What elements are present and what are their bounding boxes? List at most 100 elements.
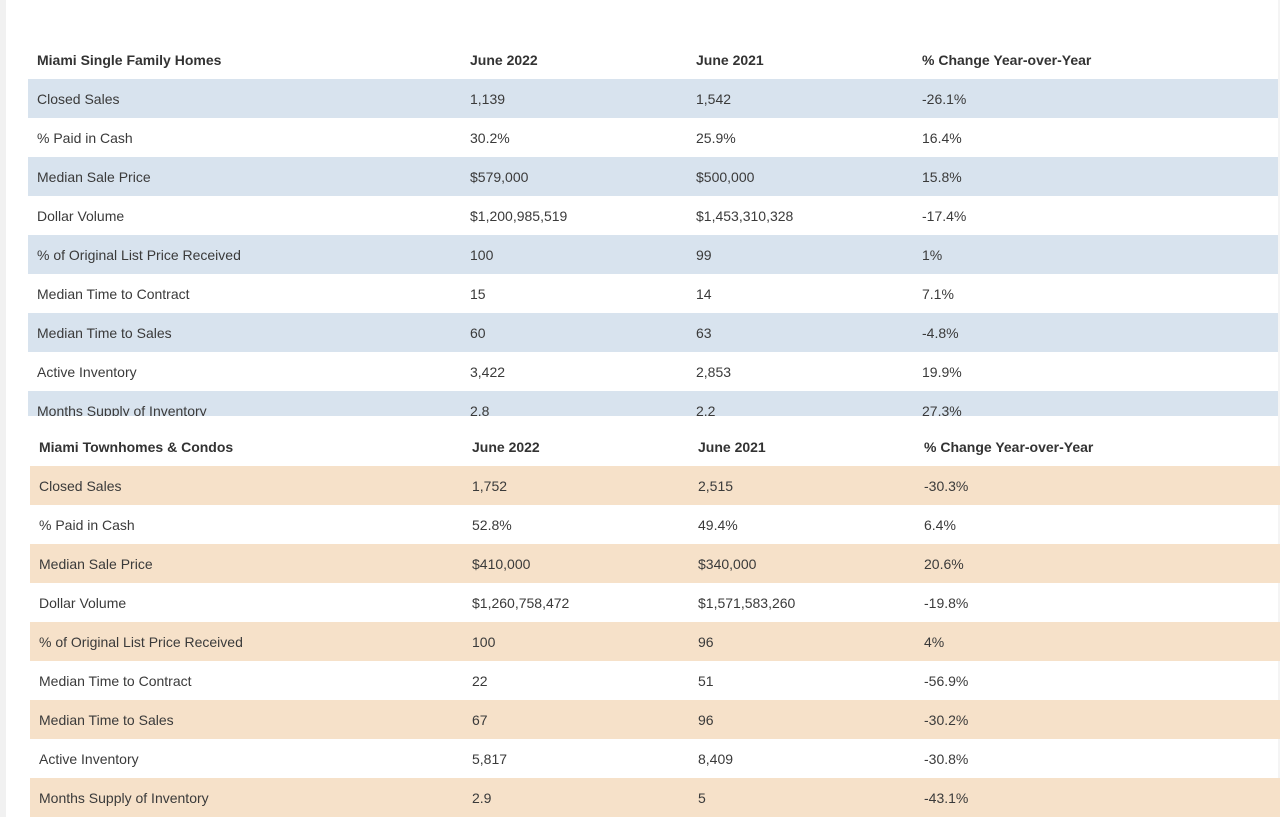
value-june-2021: 25.9% <box>696 129 736 146</box>
table-row: % of Original List Price Received 100 99 1% <box>28 235 1278 274</box>
value-change: 19.9% <box>922 363 962 380</box>
value-june-2022: 60 <box>470 324 486 341</box>
row-label: Months Supply of Inventory <box>37 402 207 417</box>
value-change: -26.1% <box>922 90 967 107</box>
table-row: Months Supply of Inventory 2.8 2.2 27.3% <box>28 391 1278 416</box>
table-row: % of Original List Price Received 100 96 4% <box>30 622 1280 661</box>
row-label: Dollar Volume <box>37 207 125 224</box>
value-june-2021: $340,000 <box>698 555 757 572</box>
table-row: Closed Sales 1,139 1,542 -26.1% <box>28 79 1278 118</box>
value-change: -17.4% <box>922 207 967 224</box>
value-june-2021: 96 <box>698 633 714 650</box>
value-june-2021: $500,000 <box>696 168 755 185</box>
table-row: Dollar Volume $1,260,758,472 $1,571,583,26… <box>30 583 1280 622</box>
row-label: Closed Sales <box>39 477 122 494</box>
value-june-2021: $1,453,310,328 <box>696 207 794 224</box>
value-june-2022: $410,000 <box>472 555 531 572</box>
value-june-2022: 5,817 <box>472 750 508 767</box>
value-change: 15.8% <box>922 168 962 185</box>
row-label: % Paid in Cash <box>39 516 135 533</box>
row-label: Dollar Volume <box>39 594 127 611</box>
value-change: 20.6% <box>924 555 964 572</box>
left-edge-strip <box>0 0 6 817</box>
value-june-2022: 2.9 <box>472 789 492 806</box>
row-label: Median Time to Contract <box>37 285 190 302</box>
value-june-2021: $1,571,583,260 <box>698 594 796 611</box>
column-header-change: % Change Year-over-Year <box>924 438 1094 455</box>
value-june-2022: 100 <box>470 246 494 263</box>
right-edge-strip <box>1278 0 1280 817</box>
row-label: Median Time to Contract <box>39 672 192 689</box>
row-label: % Paid in Cash <box>37 129 133 146</box>
value-june-2022: $1,200,985,519 <box>470 207 568 224</box>
value-change: -30.3% <box>924 477 969 494</box>
column-header-change: % Change Year-over-Year <box>922 51 1092 68</box>
table-header-row: Miami Townhomes & Condos June 2022 June 20… <box>30 427 1280 466</box>
value-june-2021: 5 <box>698 789 706 806</box>
table-row: Median Time to Contract 15 14 7.1% <box>28 274 1278 313</box>
column-header-june-2022: June 2022 <box>470 51 538 68</box>
row-label: Median Time to Sales <box>37 324 172 341</box>
value-june-2022: 30.2% <box>470 129 510 146</box>
row-label: Active Inventory <box>39 750 139 767</box>
value-june-2021: 49.4% <box>698 516 738 533</box>
value-change: 16.4% <box>922 129 962 146</box>
table-row: Median Time to Sales 67 96 -30.2% <box>30 700 1280 739</box>
table-row: Active Inventory 5,817 8,409 -30.8% <box>30 739 1280 778</box>
value-june-2022: 100 <box>472 633 496 650</box>
table-row: Median Time to Sales 60 63 -4.8% <box>28 313 1278 352</box>
value-june-2022: 1,139 <box>470 90 506 107</box>
value-change: -43.1% <box>924 789 969 806</box>
row-label: Median Sale Price <box>39 555 153 572</box>
table-row: Median Sale Price $579,000 $500,000 15.8% <box>28 157 1278 196</box>
value-june-2022: 2.8 <box>470 402 490 417</box>
value-june-2021: 14 <box>696 285 712 302</box>
column-header-june-2021: June 2021 <box>696 51 764 68</box>
value-june-2022: $579,000 <box>470 168 529 185</box>
value-june-2021: 1,542 <box>696 90 732 107</box>
value-change: 27.3% <box>922 402 962 417</box>
value-change: -56.9% <box>924 672 969 689</box>
table-row: Closed Sales 1,752 2,515 -30.3% <box>30 466 1280 505</box>
table-title: Miami Single Family Homes <box>37 51 222 68</box>
value-june-2021: 2,853 <box>696 363 732 380</box>
value-change: 7.1% <box>922 285 954 302</box>
value-change: 4% <box>924 633 945 650</box>
value-change: 1% <box>922 246 943 263</box>
row-label: % of Original List Price Received <box>39 633 243 650</box>
value-june-2022: 1,752 <box>472 477 508 494</box>
townhomes-condos-table: Miami Townhomes & Condos June 2022 June 20… <box>30 427 1280 817</box>
value-june-2022: $1,260,758,472 <box>472 594 570 611</box>
table-row: % Paid in Cash 52.8% 49.4% 6.4% <box>30 505 1280 544</box>
table-row: % Paid in Cash 30.2% 25.9% 16.4% <box>28 118 1278 157</box>
value-june-2022: 15 <box>470 285 486 302</box>
row-label: Closed Sales <box>37 90 120 107</box>
value-june-2022: 22 <box>472 672 488 689</box>
table-header-row: Miami Single Family Homes June 2022 June 2… <box>28 40 1278 79</box>
column-header-june-2022: June 2022 <box>472 438 540 455</box>
table-title: Miami Townhomes & Condos <box>39 438 234 455</box>
column-header-june-2021: June 2021 <box>698 438 766 455</box>
table-row: Dollar Volume $1,200,985,519 $1,453,310,32… <box>28 196 1278 235</box>
row-label: Median Time to Sales <box>39 711 174 728</box>
value-change: -30.8% <box>924 750 969 767</box>
table-row: Months Supply of Inventory 2.9 5 -43.1% <box>30 778 1280 817</box>
value-june-2021: 8,409 <box>698 750 734 767</box>
row-label: Active Inventory <box>37 363 137 380</box>
value-change: -30.2% <box>924 711 969 728</box>
value-june-2021: 63 <box>696 324 712 341</box>
row-label: Months Supply of Inventory <box>39 789 209 806</box>
row-label: % of Original List Price Received <box>37 246 241 263</box>
value-june-2021: 96 <box>698 711 714 728</box>
table-row: Median Sale Price $410,000 $340,000 20.6% <box>30 544 1280 583</box>
value-change: 6.4% <box>924 516 956 533</box>
table-row: Median Time to Contract 22 51 -56.9% <box>30 661 1280 700</box>
value-change: -19.8% <box>924 594 969 611</box>
value-june-2021: 51 <box>698 672 714 689</box>
value-change: -4.8% <box>922 324 959 341</box>
value-june-2022: 67 <box>472 711 488 728</box>
single-family-table: Miami Single Family Homes June 2022 June 2… <box>28 40 1278 416</box>
table-row: Active Inventory 3,422 2,853 19.9% <box>28 352 1278 391</box>
value-june-2022: 3,422 <box>470 363 506 380</box>
value-june-2021: 2,515 <box>698 477 734 494</box>
